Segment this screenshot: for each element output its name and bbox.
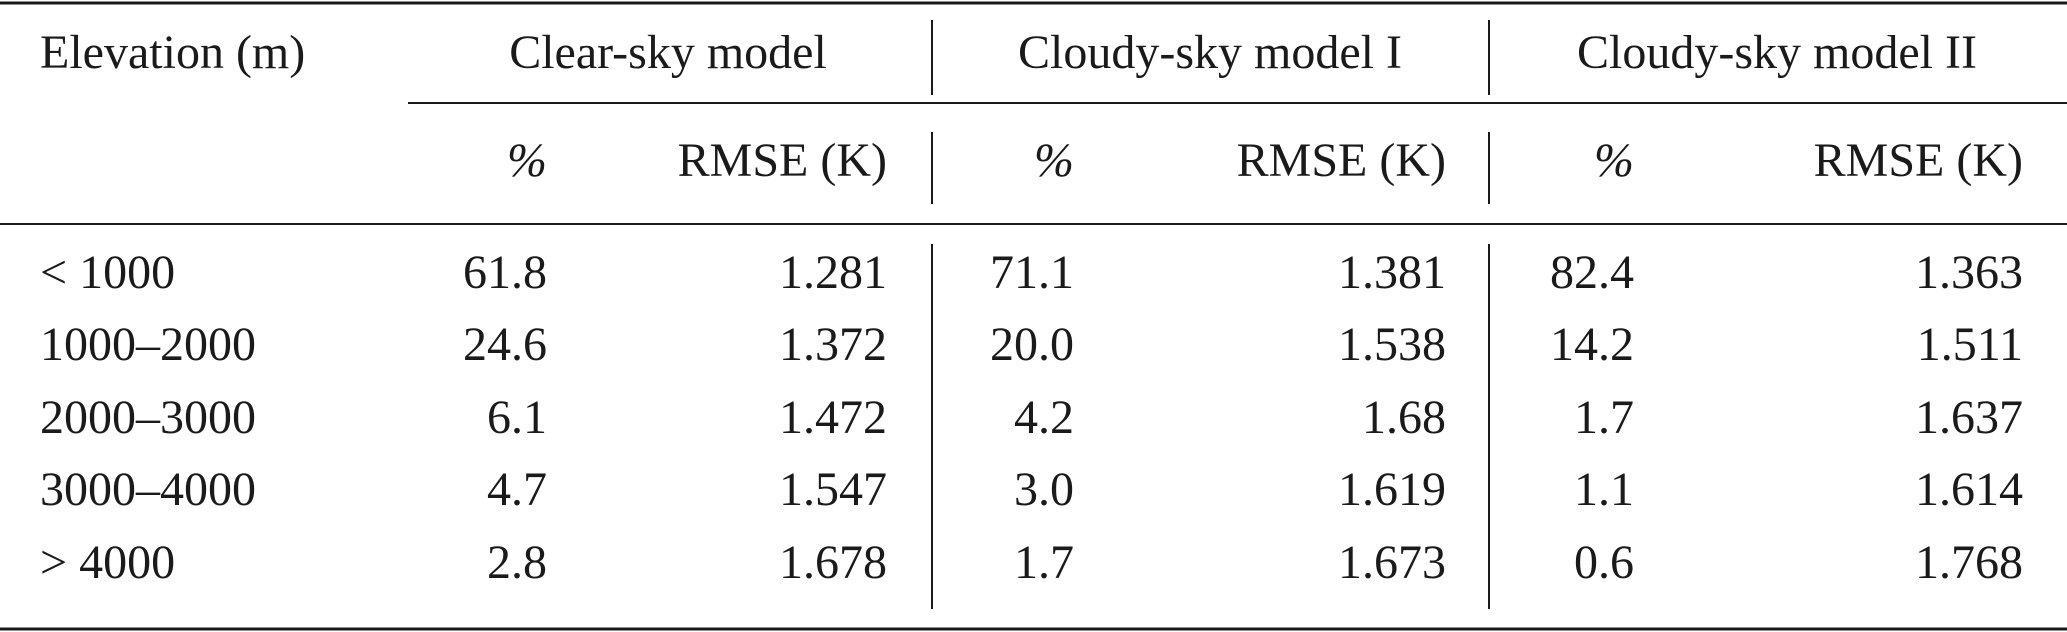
row-label: 2000–3000	[40, 391, 256, 444]
cell: 61.8	[463, 246, 547, 299]
cell: 82.4	[1550, 246, 1634, 299]
cell: 1.511	[1917, 318, 2023, 371]
cell: 1.363	[1915, 246, 2023, 299]
cell: 1.7	[1574, 391, 1634, 444]
cell: 20.0	[990, 318, 1074, 371]
cell: 1.7	[1014, 536, 1074, 589]
cell: 1.538	[1338, 318, 1446, 371]
row-label: < 1000	[40, 246, 175, 299]
cell: 1.68	[1362, 391, 1446, 444]
cell: 1.768	[1915, 536, 2023, 589]
sub-header: %	[1594, 134, 1634, 187]
sub-header: RMSE (K)	[1814, 134, 2023, 187]
cell: 1.673	[1338, 536, 1446, 589]
cell: 2.8	[487, 536, 547, 589]
cell: 0.6	[1574, 536, 1634, 589]
cell: 1.472	[779, 391, 887, 444]
group-header: Clear-sky model	[509, 26, 827, 79]
cell: 6.1	[487, 391, 547, 444]
cell: 1.614	[1915, 463, 2023, 516]
cell: 1.547	[779, 463, 887, 516]
sub-header: %	[507, 134, 547, 187]
cell: 14.2	[1550, 318, 1634, 371]
group-header: Cloudy-sky model I	[1018, 26, 1402, 79]
sub-header: %	[1034, 134, 1074, 187]
cell: 1.281	[779, 246, 887, 299]
sub-header: RMSE (K)	[678, 134, 887, 187]
cell: 71.1	[990, 246, 1074, 299]
column-dividers	[931, 20, 1490, 609]
cell: 1.619	[1338, 463, 1446, 516]
row-label: 3000–4000	[40, 463, 256, 516]
cell: 1.637	[1915, 391, 2023, 444]
cell: 24.6	[463, 318, 547, 371]
cell: 3.0	[1014, 463, 1074, 516]
cell: 1.678	[779, 536, 887, 589]
sub-header: RMSE (K)	[1237, 134, 1446, 187]
cell: 1.381	[1338, 246, 1446, 299]
cell: 4.7	[487, 463, 547, 516]
header-cell: Elevation (m)	[40, 26, 305, 79]
group-header: Cloudy-sky model II	[1577, 26, 1977, 79]
row-label: > 4000	[40, 536, 175, 589]
cell: 4.2	[1014, 391, 1074, 444]
cell: 1.372	[779, 318, 887, 371]
row-label: 1000–2000	[40, 318, 256, 371]
cell: 1.1	[1574, 463, 1634, 516]
